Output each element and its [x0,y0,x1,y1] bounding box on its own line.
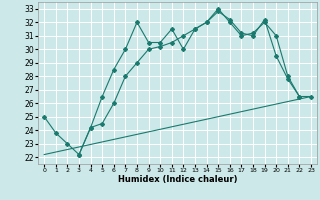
X-axis label: Humidex (Indice chaleur): Humidex (Indice chaleur) [118,175,237,184]
